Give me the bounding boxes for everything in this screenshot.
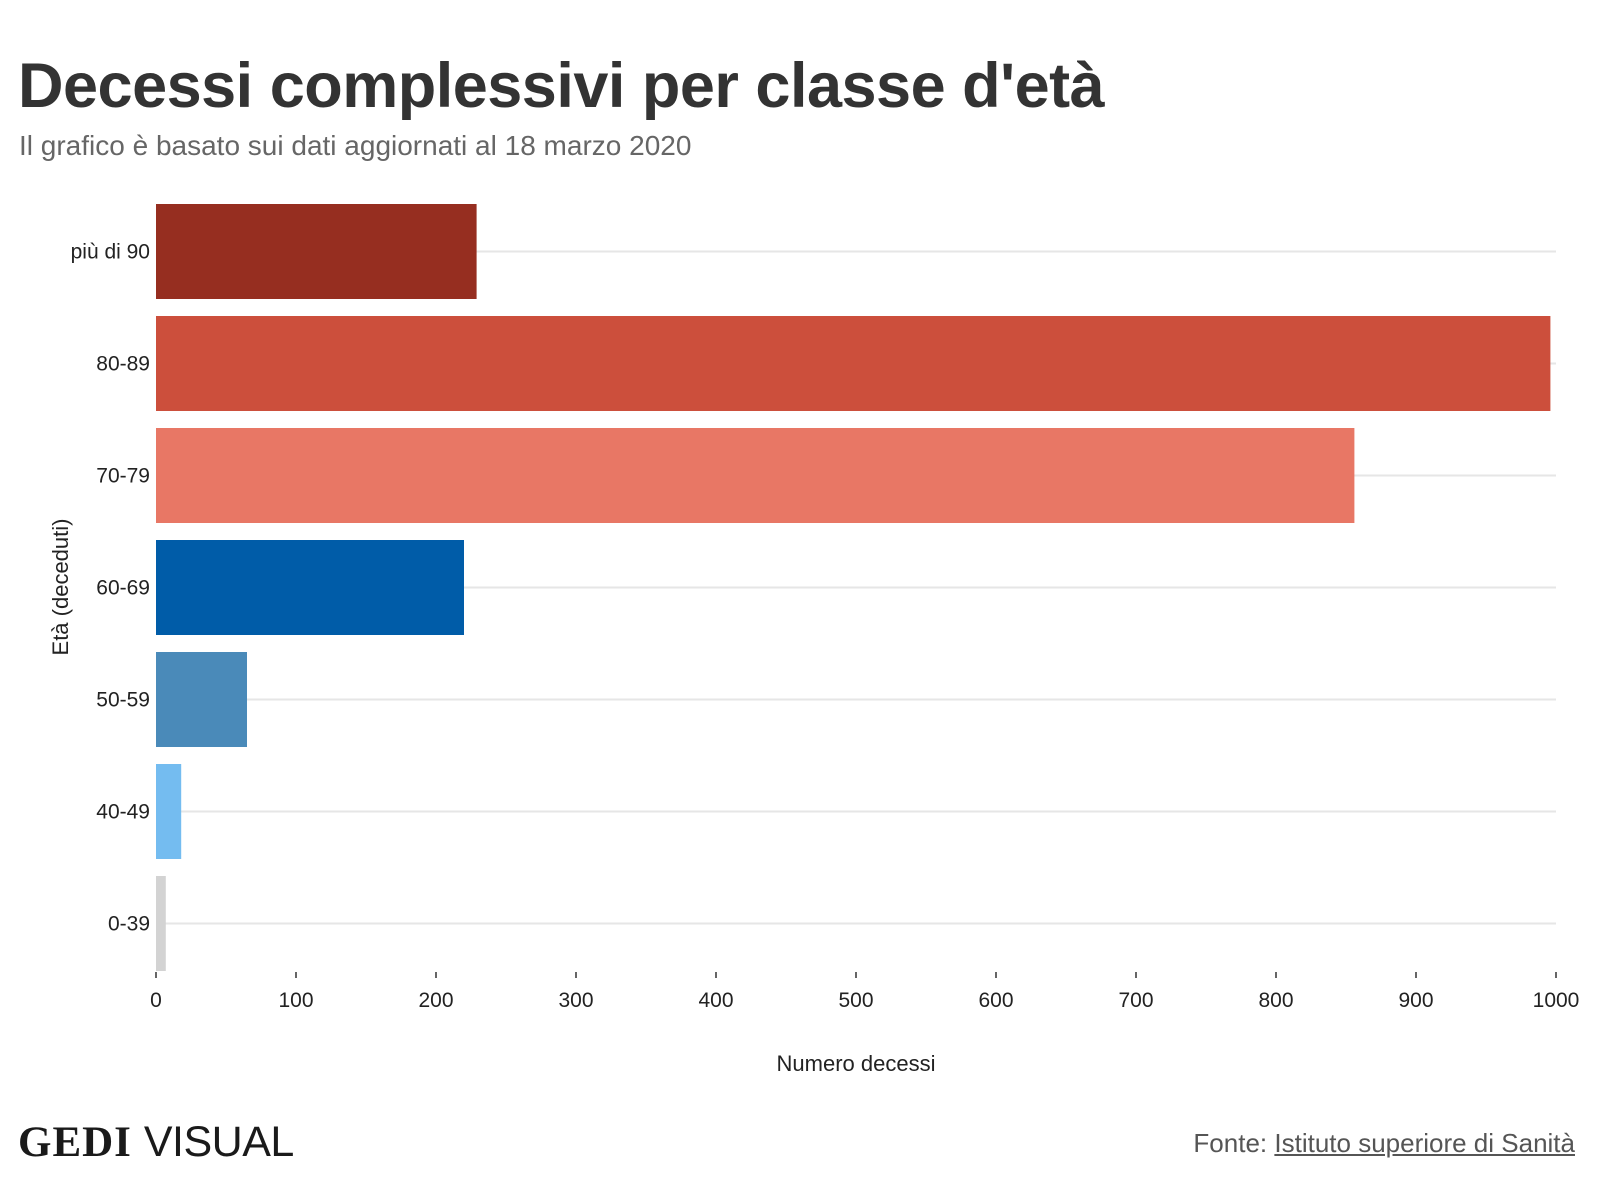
x-tick-label: 800	[1258, 989, 1293, 1012]
x-axis-ticks: 0 100 200 300 400 500 600 700 800 900 1000	[150, 972, 1579, 1012]
category-labels: più di 90 80-89 70-79 60-69 50-59 40-49 0-39	[71, 241, 150, 936]
logo-gedi: GEDI	[18, 1119, 132, 1166]
x-tick-label: 700	[1118, 989, 1153, 1012]
bar[interactable]	[156, 540, 464, 635]
x-tick-label: 200	[418, 989, 453, 1012]
bar[interactable]	[156, 652, 247, 747]
x-tick-label: 300	[558, 989, 593, 1012]
category-label: 50-59	[96, 689, 150, 712]
source-prefix: Fonte:	[1193, 1128, 1268, 1158]
x-tick-label: 0	[150, 989, 162, 1012]
chart-subtitle: Il grafico è basato sui dati aggiornati …	[19, 130, 692, 161]
category-label: 40-49	[96, 801, 150, 824]
x-tick-label: 600	[978, 989, 1013, 1012]
category-label: 80-89	[96, 353, 150, 376]
y-axis-title: Età (deceduti)	[48, 519, 73, 656]
x-tick-label: 500	[838, 989, 873, 1012]
category-label: 70-79	[96, 465, 150, 488]
category-label: 0-39	[108, 913, 150, 936]
category-label: 60-69	[96, 577, 150, 600]
bar[interactable]	[156, 428, 1355, 523]
source-credit: Fonte: Istituto superiore di Sanità	[1193, 1128, 1575, 1159]
chart-title: Decessi complessivi per classe d'età	[18, 51, 1105, 121]
x-tick-label: 400	[698, 989, 733, 1012]
bar[interactable]	[156, 204, 477, 299]
bars	[156, 204, 1551, 971]
bar[interactable]	[156, 876, 166, 971]
x-axis-title: Numero decessi	[777, 1051, 936, 1076]
bar[interactable]	[156, 764, 182, 859]
x-tick-label: 100	[278, 989, 313, 1012]
bar[interactable]	[156, 316, 1551, 411]
category-label: più di 90	[71, 241, 150, 264]
source-link[interactable]: Istituto superiore di Sanità	[1274, 1128, 1575, 1158]
x-tick-label: 1000	[1533, 989, 1580, 1012]
x-tick-label: 900	[1398, 989, 1433, 1012]
logo-visual: VISUAL	[143, 1118, 294, 1166]
gedi-visual-logo: GEDI VISUAL	[18, 1118, 294, 1166]
